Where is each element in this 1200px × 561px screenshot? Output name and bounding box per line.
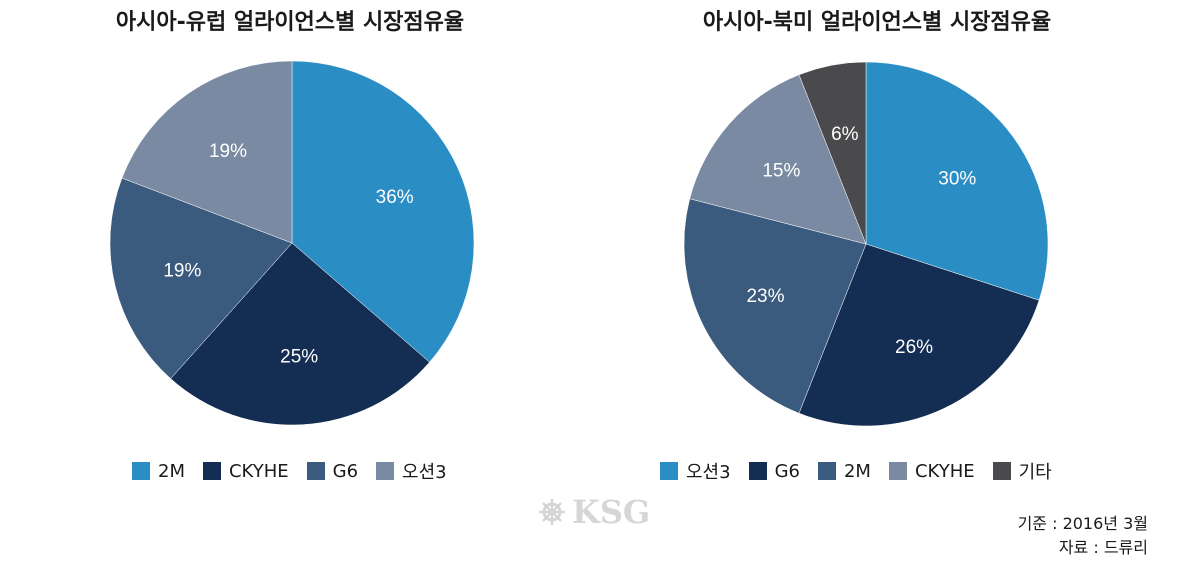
pie-label-asia-north-america-1: 26% [895,337,933,358]
legend-label: CKYHE [914,460,975,482]
pie-label-asia-europe-0: 36% [376,187,414,208]
legend-swatch [992,462,1011,480]
legend-item-asia-north-america-0: 오션3 [660,458,731,484]
source-credit: 자료 : 드류리 [1058,538,1148,557]
pie-label-asia-europe-2: 19% [163,261,201,282]
legend-item-asia-north-america-2: 2M [817,460,871,482]
legend-swatch [132,462,150,480]
legend-swatch [202,462,221,480]
pie-slice-asia-north-america-2 [683,198,867,414]
pie-slice-asia-north-america-3 [689,74,867,245]
legend-item-asia-north-america-1: G6 [748,460,800,482]
legend-swatch [660,462,678,480]
pie-slice-asia-north-america-1 [798,243,1040,427]
ship-wheel-icon [539,499,565,525]
legend-item-asia-north-america-3: CKYHE [888,460,975,482]
chart-title-asia-north-america: 아시아-북미 얼라이언스별 시장점유율 [702,10,1052,35]
source-date: 기준 : 2016년 3월 [1017,514,1148,533]
legend-item-asia-europe-3: 오션3 [376,458,447,484]
legend-swatch [306,462,325,480]
pie-slice-asia-europe-0 [291,60,475,363]
legend-label: G6 [332,460,359,482]
legend-swatch [376,462,395,480]
legend-asia-europe: 2M CKYHE G6 오션3 [132,458,465,484]
pie-label-asia-north-america-0: 30% [938,169,976,190]
pie-label-asia-north-america-2: 23% [746,286,784,307]
legend-label: 2M [843,460,871,482]
pie-label-asia-north-america-3: 15% [762,160,800,181]
legend-label: 2M [158,460,185,482]
pie-slice-asia-north-america-4 [798,61,867,245]
legend-label: 오션3 [686,462,731,483]
pie-slice-asia-europe-1 [170,242,430,426]
legend-swatch [817,462,836,480]
watermark-text: KSG [572,493,651,531]
chart-title-asia-europe: 아시아-유럽 얼라이언스별 시장점유율 [115,10,465,35]
pie-slice-asia-north-america-0 [865,61,1049,301]
pie-label-asia-north-america-4: 6% [831,124,859,145]
legend-label: 오션3 [402,462,447,483]
legend-swatch [748,462,767,480]
source-note: 기준 : 2016년 3월 자료 : 드류리 [1018,512,1148,560]
pie-label-asia-europe-3: 19% [209,141,247,162]
legend-label: CKYHE [228,460,289,482]
legend-item-asia-europe-2: G6 [306,460,359,482]
legend-label: G6 [774,460,800,482]
legend-item-asia-europe-1: CKYHE [202,460,289,482]
pie-slice-asia-europe-3 [121,60,293,244]
legend-label: 기타 [1018,462,1052,483]
pie-label-asia-europe-1: 25% [280,347,318,368]
legend-item-asia-north-america-4: 기타 [992,458,1052,484]
ksg-watermark-logo: KSG [538,493,650,531]
legend-asia-north-america: 오션3 G6 2M CKYHE 기타 [660,458,1070,484]
legend-item-asia-europe-0: 2M [132,461,185,482]
pie-slice-asia-europe-2 [109,177,293,379]
legend-swatch [888,462,907,480]
